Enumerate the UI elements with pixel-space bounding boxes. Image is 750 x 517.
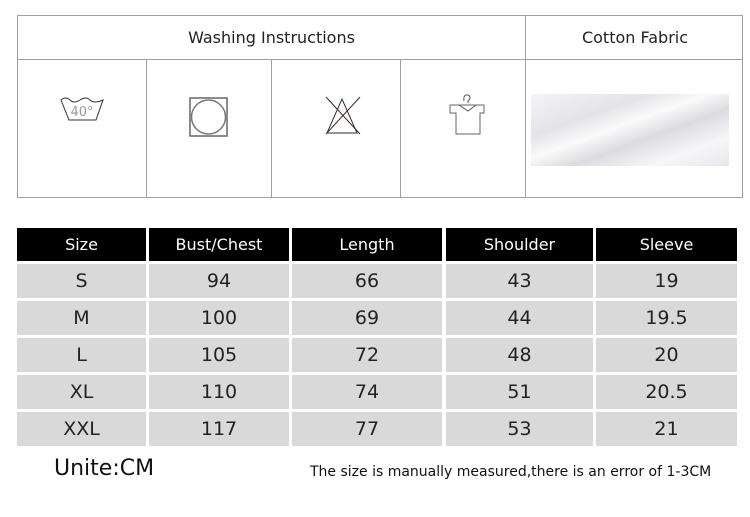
column-header: Bust/Chest [149, 228, 289, 261]
hang-dry-icon [449, 94, 485, 135]
table-cell: 72 [292, 338, 442, 372]
table-cell: XXL [17, 412, 146, 446]
table-cell: 100 [149, 301, 289, 335]
svg-text:40°: 40° [70, 105, 93, 120]
tumble-dry-icon [189, 97, 228, 137]
table-cell: 94 [149, 264, 289, 298]
cotton-fabric-image [531, 94, 729, 166]
unit-label: Unite:CM [54, 456, 155, 481]
table-cell: 20.5 [596, 375, 737, 409]
measurement-note: The size is manually measured,there is a… [310, 464, 712, 480]
table-cell: 20 [596, 338, 737, 372]
table-cell: M [17, 301, 146, 335]
table-cell: 53 [446, 412, 593, 446]
washing-instructions-title: Washing Instructions [188, 28, 355, 47]
table-cell: 77 [292, 412, 442, 446]
column-header: Shoulder [446, 228, 593, 261]
table-cell: 110 [149, 375, 289, 409]
column-header: Size [17, 228, 146, 261]
table-cell: 117 [149, 412, 289, 446]
table-cell: S [17, 264, 146, 298]
table-cell: XL [17, 375, 146, 409]
table-cell: 43 [446, 264, 593, 298]
cotton-fabric-title: Cotton Fabric [581, 28, 689, 47]
table-cell: 19 [596, 264, 737, 298]
table-cell: 21 [596, 412, 737, 446]
table-cell: 48 [446, 338, 593, 372]
table-cell: 44 [446, 301, 593, 335]
column-header: Sleeve [596, 228, 737, 261]
column-header: Length [292, 228, 442, 261]
care-table: Washing Instructions Cotton Fabric 40° [17, 15, 743, 198]
wash-40-icon: 40° [60, 97, 104, 121]
table-cell: 51 [446, 375, 593, 409]
table-cell: 105 [149, 338, 289, 372]
table-cell: 19.5 [596, 301, 737, 335]
table-cell: 69 [292, 301, 442, 335]
table-cell: L [17, 338, 146, 372]
table-cell: 66 [292, 264, 442, 298]
no-bleach-icon [325, 96, 361, 135]
table-cell: 74 [292, 375, 442, 409]
